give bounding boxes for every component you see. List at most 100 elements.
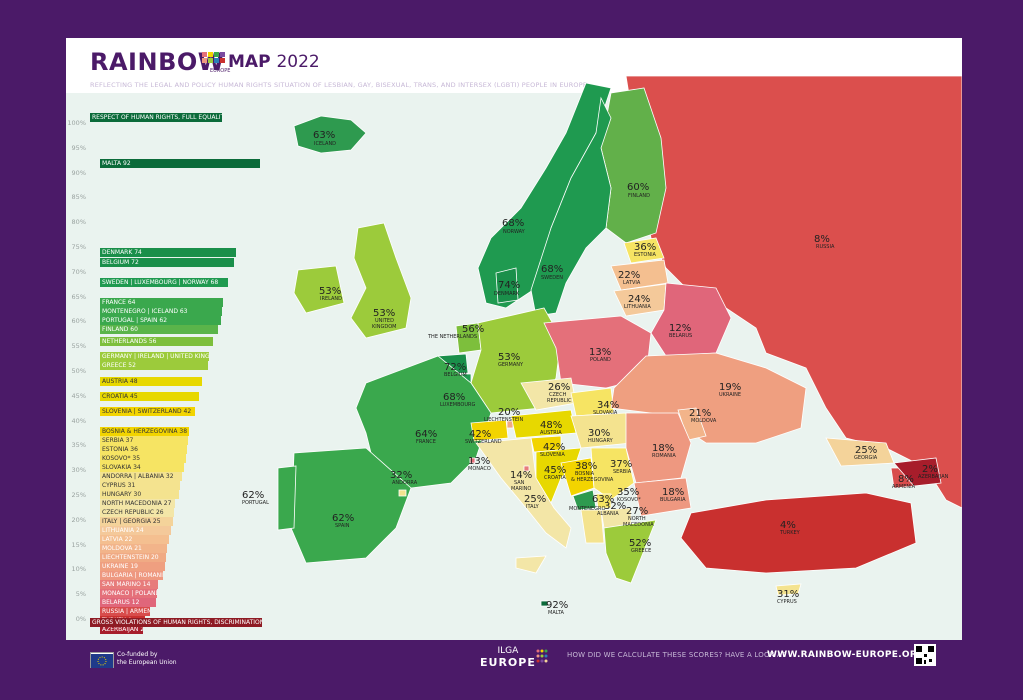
scale-tick: 30% <box>71 466 86 475</box>
country-cyprus[interactable] <box>775 583 802 596</box>
label-germany-name: GERMANY <box>498 362 524 368</box>
scale-entry: SLOVENIA | SWITZERLAND 42 <box>100 406 195 416</box>
label-denmark-name: DENMARK <box>494 291 520 297</box>
country-malta[interactable] <box>540 600 549 607</box>
label-albania-pct: 32% <box>604 501 626 512</box>
scale-entry: NORTH MACEDONIA 27 <box>100 498 176 508</box>
label-kosovo-pct: 35% <box>617 487 639 498</box>
qr-code-icon[interactable] <box>914 644 936 666</box>
scale-entry: DENMARK 74 <box>100 247 237 257</box>
eu-flag-icon <box>90 652 114 668</box>
label-bulgaria-pct: 18% <box>662 487 684 498</box>
scale-entry: BELGIUM 72 <box>100 257 234 267</box>
label-italy-name: ITALY <box>526 504 540 510</box>
scale-entry: LIECHTENSTEIN 20 <box>100 552 166 562</box>
scale-entry: SLOVAKIA 34 <box>100 462 185 472</box>
country-montenegro[interactable] <box>572 489 597 511</box>
country-slovakia[interactable] <box>570 387 615 417</box>
label-luxembourg-name: LUXEMBOURG <box>440 402 476 408</box>
country-sweden[interactable] <box>530 96 612 317</box>
header: RAINBOW EUROPE MAP 2022 REFLECTING THE L… <box>66 38 962 93</box>
country-bulgaria[interactable] <box>633 477 692 517</box>
country-azerbaijan[interactable] <box>893 457 942 487</box>
label-georgia-pct: 25% <box>855 445 877 456</box>
country-estonia[interactable] <box>623 237 665 264</box>
brand-subtitle: EUROPE <box>210 68 231 74</box>
label-azerbaijan-pct: 2% <box>922 464 938 475</box>
country-uk[interactable] <box>350 222 412 339</box>
label-belgium-pct: 72% <box>444 362 466 373</box>
label-north-macedonia-name-2: MACEDONIA <box>623 522 654 528</box>
country-ireland[interactable] <box>293 265 345 314</box>
scale-tick: 45% <box>71 391 86 400</box>
label-sweden-name: SWEDEN <box>541 275 563 281</box>
label-slovenia-name: SLOVENIA <box>540 452 565 458</box>
country-france[interactable] <box>355 355 492 489</box>
label-romania-pct: 18% <box>652 443 674 454</box>
scale-tick: 85% <box>71 193 86 202</box>
country-albania[interactable] <box>580 509 605 544</box>
country-monaco[interactable] <box>469 457 476 464</box>
country-greece[interactable] <box>603 519 657 584</box>
scale-entry: GREECE 52 <box>100 361 208 371</box>
scale-entry: MONTENEGRO | ICELAND 63 <box>100 306 222 316</box>
scale-entry: CYPRUS 31 <box>100 480 181 490</box>
label-slovakia-name: SLOVAKIA <box>593 410 618 416</box>
country-italy[interactable] <box>475 437 572 574</box>
country-ukraine[interactable] <box>610 352 807 444</box>
label-hungary-pct: 30% <box>588 428 610 439</box>
scale-entry: BELARUS 12 <box>100 597 156 607</box>
scale-tick: 95% <box>71 143 86 152</box>
scale-entry: KOSOVO* 35 <box>100 453 186 463</box>
country-serbia[interactable] <box>590 447 635 501</box>
scale-tick: 5% <box>75 590 86 599</box>
label-estonia-name: ESTONIA <box>634 252 657 258</box>
label-uk-name-2: KINGDOM <box>372 324 396 330</box>
scale-entry: ITALY | GEORGIA 25 <box>100 516 173 526</box>
country-denmark[interactable] <box>495 267 519 304</box>
country-liechtenstein[interactable] <box>506 420 514 429</box>
scale-tick: 15% <box>71 540 86 549</box>
scale-tick: 35% <box>71 441 86 450</box>
label-spain-pct: 62% <box>332 513 354 524</box>
methodology-note: HOW DID WE CALCULATE THESE SCORES? HAVE … <box>567 651 786 659</box>
label-malta-name: MALTA <box>548 610 564 616</box>
label-andorra-name: ANDORRA <box>392 480 418 486</box>
country-turkey[interactable] <box>680 492 917 574</box>
scale-tick: 25% <box>71 491 86 499</box>
ilga-bottom: EUROPE <box>480 656 536 669</box>
map-subtitle: REFLECTING THE LEGAL AND POLICY HUMAN RI… <box>90 81 588 89</box>
scale-entry: FRANCE 64 <box>100 297 224 307</box>
score-scale: 100% 95% 90% 85% 80% 75% 70% 65% 60% 55% 50% 45% 40%… <box>66 93 266 640</box>
label-serbia-name: SERBIA <box>613 469 632 475</box>
website-link[interactable]: WWW.RAINBOW-EUROPE.ORG <box>767 650 925 660</box>
label-albania-name: ALBANIA <box>597 511 619 517</box>
scale-entry: CZECH REPUBLIC 26 <box>100 507 174 517</box>
eu-cofunded: Co-funded by the European Union <box>117 651 187 667</box>
country-kosovo[interactable] <box>595 493 612 509</box>
country-switzerland[interactable] <box>470 419 509 442</box>
label-belarus-name: BELARUS <box>669 333 692 339</box>
scale-tick: 60% <box>71 317 86 326</box>
label-azerbaijan-name: AZERBAIJAN <box>918 474 949 480</box>
label-uk-name-1: UNITED <box>375 318 394 324</box>
country-spain[interactable] <box>290 447 412 564</box>
label-armenia-pct: 8% <box>898 474 914 485</box>
label-iceland-pct: 63% <box>313 130 335 141</box>
country-portugal[interactable] <box>277 465 297 531</box>
scale-entry: BOSNIA & HERZEGOVINA 38 <box>100 426 190 436</box>
label-ukraine-name: UKRAINE <box>719 392 741 398</box>
label-liechtenstein-pct: 20% <box>498 407 520 418</box>
scale-entry: CROATIA 45 <box>100 391 199 401</box>
scale-entry: UKRAINE 19 <box>100 561 165 571</box>
country-iceland[interactable] <box>293 115 367 154</box>
scale-tick: 0% <box>75 615 86 623</box>
country-andorra[interactable] <box>398 489 407 497</box>
label-turkey-pct: 4% <box>780 520 796 531</box>
label-belgium-name: BELGIUM <box>444 372 467 378</box>
scale-entry: MONACO | POLAND 13 <box>100 588 157 598</box>
country-san-marino[interactable] <box>523 465 530 472</box>
label-serbia-pct: 37% <box>610 459 632 470</box>
scale-tick: 75% <box>71 243 86 251</box>
scale-entry: ESTONIA 36 <box>100 444 187 454</box>
